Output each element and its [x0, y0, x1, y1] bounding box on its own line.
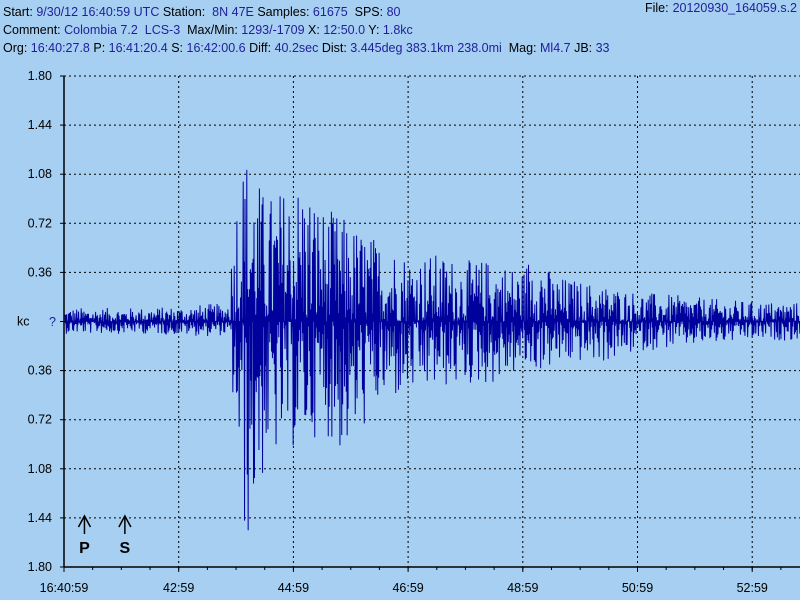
axes	[60, 75, 800, 572]
header-line-comment: Comment: Colombia 7.2 LCS-3 Max/Min: 129…	[3, 23, 413, 37]
header-label: Samples:	[254, 5, 313, 19]
x-tick-label: 48:59	[507, 581, 538, 595]
header-label: Y:	[365, 23, 383, 37]
header-label: P:	[90, 41, 109, 55]
x-tick-label: 50:59	[622, 581, 653, 595]
header-label: JB:	[571, 41, 596, 55]
x-tick-label: 46:59	[392, 581, 423, 595]
marker-arrow-head	[118, 514, 132, 528]
header-label: Dist:	[318, 41, 350, 55]
y-tick-label: 1.44	[28, 511, 52, 525]
header-label: Mag:	[502, 41, 540, 55]
y-tick-label: 1.80	[28, 560, 52, 574]
header-label: Max/Min:	[180, 23, 241, 37]
y-tick-label: 1.80	[28, 69, 52, 83]
header-value: 3.445deg 383.1km 238.0mi	[350, 41, 502, 55]
header-label: Diff:	[246, 41, 275, 55]
header-label: Comment:	[3, 23, 64, 37]
header-value: 40.2sec	[275, 41, 319, 55]
y-tick-label: 0.72	[28, 216, 52, 230]
x-tick-label: 42:59	[163, 581, 194, 595]
header-value: 1293/-1709	[241, 23, 304, 37]
marker-arrow-head	[77, 514, 92, 528]
header-value: 9/30/12 16:40:59 UTC	[36, 5, 159, 19]
y-tick-label: 0.36	[28, 364, 52, 378]
y-tick-label: kc	[17, 315, 30, 329]
marker-label-s: S	[120, 540, 131, 557]
file-label: File:	[645, 1, 669, 15]
header-value: 61675	[313, 5, 348, 19]
header-value: 33	[596, 41, 610, 55]
header-label: Station:	[159, 5, 208, 19]
header-value: 12:50.0	[323, 23, 365, 37]
seismic-trace	[64, 169, 800, 531]
header-value: 16:42:00.6	[187, 41, 246, 55]
header-label: Org:	[3, 41, 31, 55]
trace-line	[64, 169, 800, 531]
header: Start: 9/30/12 16:40:59 UTC Station: 8N …	[3, 1, 797, 55]
y-tick-label: 1.08	[28, 462, 52, 476]
header-value: 80	[387, 5, 401, 19]
header-value: Colombia 7.2 LCS-3	[64, 23, 180, 37]
header-value: Ml4.7	[540, 41, 571, 55]
x-tick-label: 52:59	[737, 581, 768, 595]
header-label: SPS:	[348, 5, 387, 19]
header-label: S:	[168, 41, 187, 55]
x-tick-label: 44:59	[278, 581, 309, 595]
header-line-start: Start: 9/30/12 16:40:59 UTC Station: 8N …	[3, 5, 401, 19]
file-name: File: 20120930_164059.s.2	[645, 1, 797, 15]
x-tick-label: 16:40:59	[40, 581, 89, 595]
header-value: 16:41:20.4	[109, 41, 168, 55]
marker-label-p: P	[79, 540, 90, 557]
header-value: 16:40:27.8	[31, 41, 90, 55]
ylabel-marker: ?	[49, 315, 56, 329]
header-value: 8N 47E	[209, 5, 254, 19]
tick-labels: 1.80 1.44 1.08 0.72 0.36 kc 0.36 0.72 1.08 1.44 1.…	[17, 69, 768, 595]
y-tick-label: 1.44	[28, 118, 52, 132]
header-value: 1.8kc	[383, 23, 413, 37]
header-label: Start:	[3, 5, 36, 19]
y-tick-label: 1.08	[28, 167, 52, 181]
file-value: 20120930_164059.s.2	[673, 1, 797, 15]
header-line-origin: Org: 16:40:27.8 P: 16:41:20.4 S: 16:42:0…	[3, 41, 610, 55]
y-tick-label: 0.36	[28, 265, 52, 279]
y-tick-label: 0.72	[28, 413, 52, 427]
header-label: X:	[305, 23, 324, 37]
